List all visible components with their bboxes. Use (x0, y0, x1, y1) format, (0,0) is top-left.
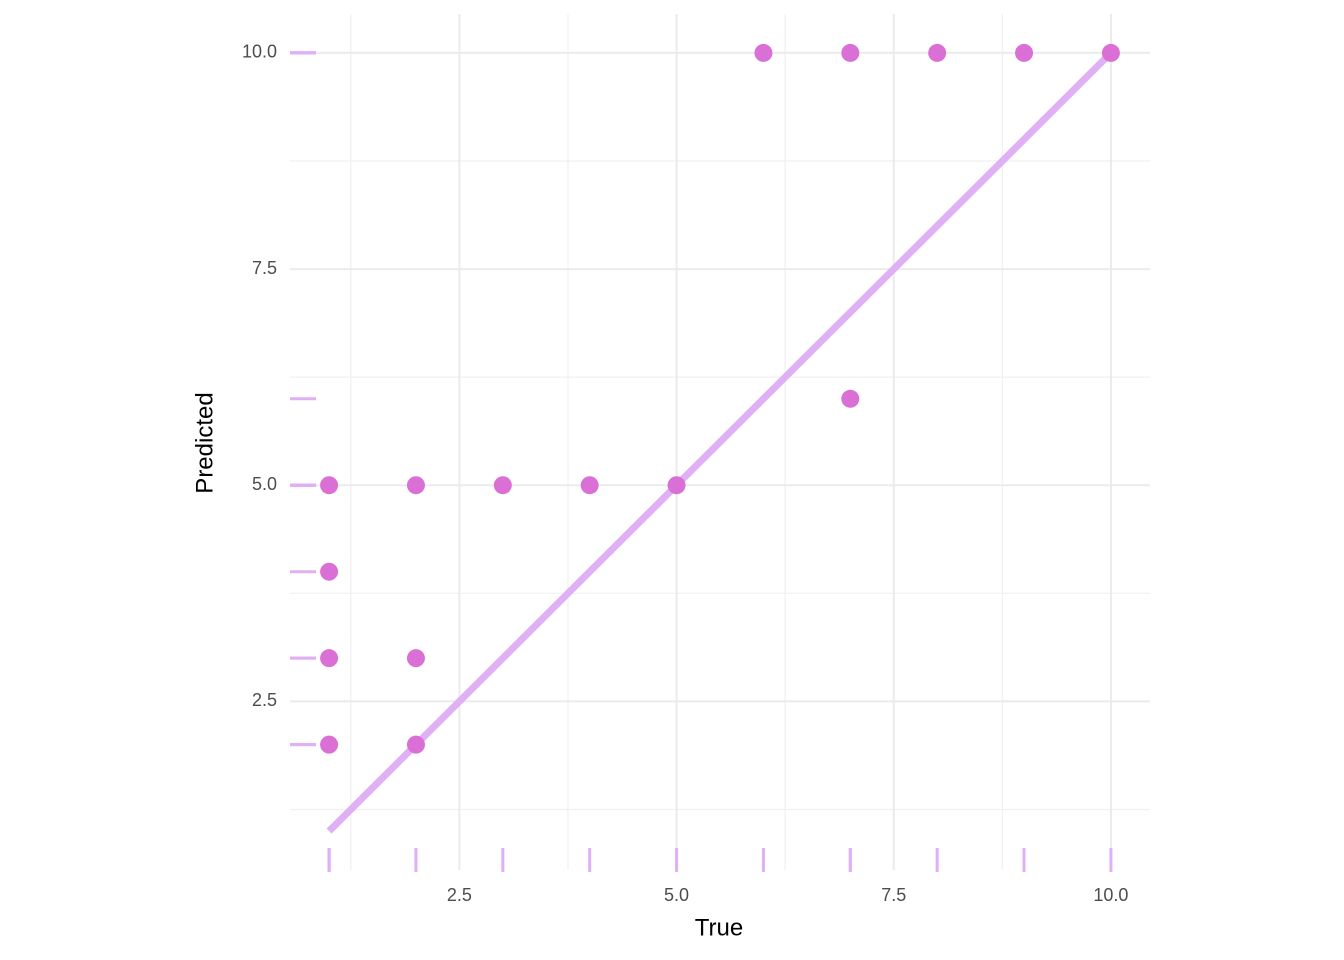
point (320, 735, 339, 754)
point (754, 43, 773, 62)
point (667, 476, 686, 495)
point (493, 476, 512, 495)
x-tick-label: 7.5 (881, 885, 906, 905)
y-tick-label: 7.5 (252, 258, 277, 278)
x-tick-label: 2.5 (447, 885, 472, 905)
point (841, 389, 860, 408)
y-tick-label: 5.0 (252, 474, 277, 494)
point (406, 735, 425, 754)
y-axis-title: Predicted (191, 392, 218, 493)
y-tick-label: 10.0 (242, 42, 277, 62)
point (406, 476, 425, 495)
identity-line (326, 50, 1114, 834)
x-tick-label: 5.0 (664, 885, 689, 905)
point (320, 476, 339, 495)
point (1015, 43, 1034, 62)
x-tick-label: 10.0 (1093, 885, 1128, 905)
point (928, 43, 947, 62)
x-axis-title: True (695, 914, 743, 941)
point (320, 649, 339, 668)
point (580, 476, 599, 495)
point (320, 562, 339, 581)
y-tick-label: 2.5 (252, 690, 277, 710)
point (841, 43, 860, 62)
point (1101, 43, 1120, 62)
point (406, 649, 425, 668)
